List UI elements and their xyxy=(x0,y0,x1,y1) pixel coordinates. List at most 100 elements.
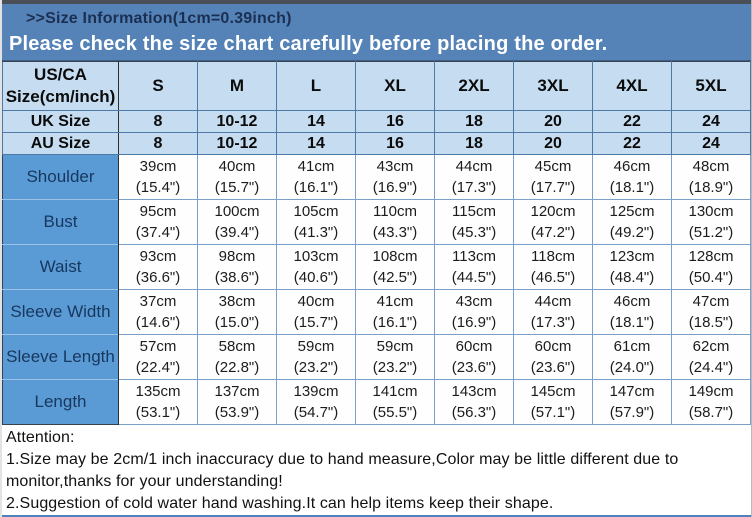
size-value-cell: 10-12 xyxy=(197,132,277,155)
measurement-cell: 47cm (18.5") xyxy=(671,289,751,335)
measurement-cell: 46cm (18.1") xyxy=(592,154,672,200)
measurement-inch: (15.7") xyxy=(214,179,260,196)
measurement-cm: 39cm xyxy=(139,158,177,175)
measurement-inch: (17.3") xyxy=(530,314,576,331)
measurement-cell: 57cm (22.4") xyxy=(118,334,198,380)
measurement-cm: 98cm xyxy=(218,248,256,265)
measurement-inch: (50.4") xyxy=(688,269,734,286)
measurement-cell: 147cm (57.9") xyxy=(592,379,672,425)
attention-title: Attention: xyxy=(6,429,75,446)
measurement-cell: 145cm (57.1") xyxy=(513,379,593,425)
measurement-inch: (48.4") xyxy=(609,269,655,286)
table-row: Waist 93cm (36.6") 98cm (38.6") 103cm (40.6") 1… xyxy=(2,244,751,290)
row-label: Shoulder xyxy=(2,154,119,200)
size-value-cell: 22 xyxy=(592,132,672,155)
measurement-cm: 137cm xyxy=(214,383,260,400)
measurement-cell: 62cm (24.4") xyxy=(671,334,751,380)
size-table: US/CA Size(cm/inch) S M L XL 2XL 3XL 4XL 5XL UK S… xyxy=(2,61,751,425)
measurement-cm: 105cm xyxy=(293,203,339,220)
measurement-cell: 137cm (53.9") xyxy=(197,379,277,425)
measurement-inch: (57.1") xyxy=(530,404,576,421)
measurement-inch: (57.9") xyxy=(609,404,655,421)
measurement-cm: 95cm xyxy=(139,203,177,220)
measurement-cm: 118cm xyxy=(531,248,575,265)
table-row: Length 135cm (53.1") 137cm (53.9") 139cm (54.7… xyxy=(2,379,751,425)
measurement-cm: 44cm xyxy=(534,293,572,310)
measurement-inch: (24.0") xyxy=(609,359,655,376)
size-value-cell: 18 xyxy=(434,110,514,133)
measurement-cm: 60cm xyxy=(534,338,572,355)
measurement-inch: (15.7") xyxy=(293,314,339,331)
measurement-cell: 39cm (15.4") xyxy=(118,154,198,200)
measurement-inch: (16.1") xyxy=(293,179,339,196)
measurement-cm: 45cm xyxy=(534,158,572,175)
measurement-inch: (16.1") xyxy=(372,314,418,331)
measurement-cell: 58cm (22.8") xyxy=(197,334,277,380)
measurement-inch: (42.5") xyxy=(372,269,418,286)
measurement-inch: (39.4") xyxy=(214,224,260,241)
size-header-5xl: 5XL xyxy=(671,61,751,111)
measurement-cell: 105cm (41.3") xyxy=(276,199,356,245)
measurement-inch: (37.4") xyxy=(135,224,181,241)
measurement-cell: 110cm (43.3") xyxy=(355,199,435,245)
measurement-inch: (53.1") xyxy=(135,404,181,421)
size-value-cell: 20 xyxy=(513,132,593,155)
measurement-inch: (56.3") xyxy=(451,404,497,421)
measurement-cell: 98cm (38.6") xyxy=(197,244,277,290)
measurement-inch: (55.5") xyxy=(372,404,418,421)
measurement-cm: 103cm xyxy=(293,248,339,265)
measurement-cell: 143cm (56.3") xyxy=(434,379,514,425)
top-border xyxy=(2,0,751,4)
measurement-cm: 100cm xyxy=(214,203,260,220)
measurement-cell: 61cm (24.0") xyxy=(592,334,672,380)
measurement-inch: (24.4") xyxy=(688,359,734,376)
corner-header-line: Size(cm/inch) xyxy=(5,87,116,106)
measurement-cm: 40cm xyxy=(297,293,335,310)
row-label: Length xyxy=(2,379,119,425)
measurement-cell: 43cm (16.9") xyxy=(355,154,435,200)
measurement-inch: (58.7") xyxy=(688,404,734,421)
measurement-cell: 103cm (40.6") xyxy=(276,244,356,290)
measurement-cell: 100cm (39.4") xyxy=(197,199,277,245)
measurement-inch: (23.2") xyxy=(372,359,418,376)
banner-warning-text: Please check the size chart carefully be… xyxy=(9,33,608,55)
row-label: Bust xyxy=(2,199,119,245)
measurement-cm: 41cm xyxy=(376,293,414,310)
measurement-cm: 120cm xyxy=(530,203,576,220)
measurement-cell: 125cm (49.2") xyxy=(592,199,672,245)
measurement-cm: 57cm xyxy=(139,338,177,355)
measurement-cell: 128cm (50.4") xyxy=(671,244,751,290)
measurement-cell: 141cm (55.5") xyxy=(355,379,435,425)
measurement-cm: 128cm xyxy=(688,248,734,265)
table-row: AU Size 8 10-12 14 16 18 20 22 24 xyxy=(2,132,751,155)
measurement-cell: 120cm (47.2") xyxy=(513,199,593,245)
measurement-cm: 110cm xyxy=(373,203,417,220)
measurement-cell: 40cm (15.7") xyxy=(197,154,277,200)
size-value-cell: 16 xyxy=(355,110,435,133)
table-row: Shoulder 39cm (15.4") 40cm (15.7") 41cm (16.1"… xyxy=(2,154,751,200)
measurement-cell: 113cm (44.5") xyxy=(434,244,514,290)
measurement-cell: 123cm (48.4") xyxy=(592,244,672,290)
measurement-cell: 95cm (37.4") xyxy=(118,199,198,245)
measurement-cell: 37cm (14.6") xyxy=(118,289,198,335)
size-information-title: >>Size Information(1cm=0.39inch) xyxy=(26,10,292,27)
banner: >>Size Information(1cm=0.39inch) Please … xyxy=(2,4,751,61)
measurement-cm: 93cm xyxy=(139,248,177,265)
measurement-inch: (40.6") xyxy=(293,269,339,286)
size-value-cell: 14 xyxy=(276,132,356,155)
size-header-2xl: 2XL xyxy=(434,61,514,111)
measurement-cm: 38cm xyxy=(218,293,256,310)
measurement-inch: (22.8") xyxy=(214,359,260,376)
measurement-inch: (18.1") xyxy=(609,179,655,196)
measurement-cell: 139cm (54.7") xyxy=(276,379,356,425)
row-label: Sleeve Length xyxy=(2,334,119,380)
measurement-cm: 149cm xyxy=(688,383,734,400)
measurement-cm: 123cm xyxy=(609,248,655,265)
size-value-cell: 20 xyxy=(513,110,593,133)
measurement-cell: 93cm (36.6") xyxy=(118,244,198,290)
measurement-inch: (51.2") xyxy=(688,224,734,241)
table-row: Bust 95cm (37.4") 100cm (39.4") 105cm (41.3") 1… xyxy=(2,199,751,245)
measurement-inch: (17.7") xyxy=(530,179,576,196)
measurement-inch: (38.6") xyxy=(214,269,260,286)
